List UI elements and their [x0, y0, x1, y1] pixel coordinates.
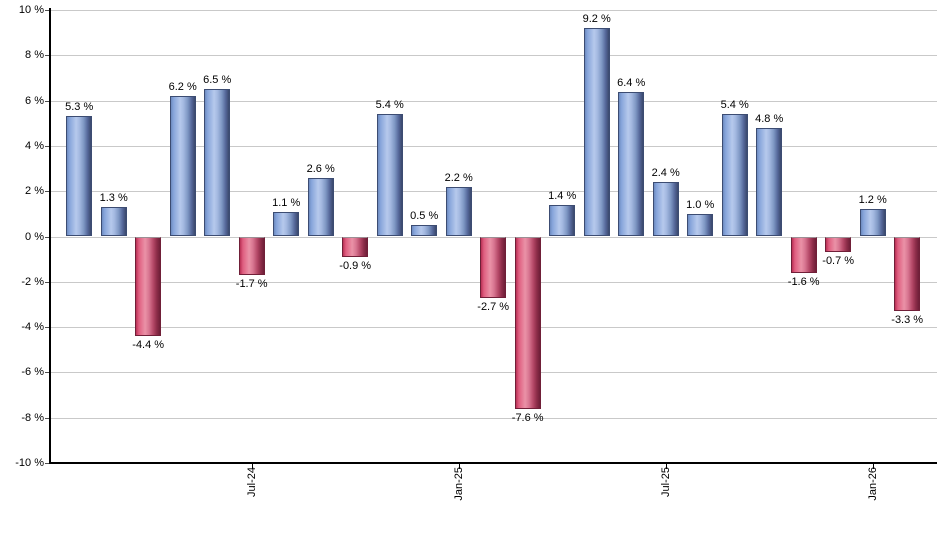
y-axis-tick	[45, 463, 50, 464]
bar-value-label: -1.7 %	[235, 278, 268, 290]
bar-Aug-24	[273, 211, 300, 237]
x-axis-line	[49, 462, 937, 464]
bar-Dec-25	[825, 236, 852, 253]
gridline	[50, 145, 937, 147]
bar-value-label: 6.4 %	[617, 76, 646, 89]
bar-Jan-25	[445, 186, 472, 237]
x-axis-tick-label: Jul-24	[245, 467, 258, 497]
bar-value-label: -7.6 %	[511, 411, 544, 424]
y-axis-label: 8 %	[25, 49, 44, 62]
bar-Jun-24	[204, 89, 231, 237]
bar-Mar-24	[100, 207, 127, 237]
bar-value-label: 1.2 %	[858, 194, 887, 207]
y-axis-tick	[45, 327, 50, 329]
bar-Jul-24	[238, 236, 265, 275]
gridline	[50, 327, 937, 329]
gridline	[50, 417, 937, 419]
bar-Nov-24	[376, 114, 403, 237]
bar-value-label: 1.4 %	[548, 189, 577, 202]
bar-value-label: 4.8 %	[755, 112, 784, 125]
bar-May-25	[583, 28, 610, 237]
bar-Aug-25	[687, 213, 714, 237]
bar-Sep-25	[721, 114, 748, 237]
bar-Dec-24	[411, 225, 438, 237]
bar-Jan-26	[859, 209, 886, 237]
bar-value-label: 0.5 %	[410, 210, 439, 223]
gridline	[50, 55, 937, 57]
bar-value-label: 6.2 %	[168, 81, 197, 94]
x-axis-tick	[251, 463, 253, 469]
y-axis-label: 6 %	[25, 94, 44, 107]
bar-value-label: 5.4 %	[375, 99, 404, 112]
y-axis-tick	[45, 100, 50, 102]
x-axis-tick	[872, 463, 874, 469]
y-axis-tick	[45, 281, 50, 283]
y-axis-label: 2 %	[25, 185, 44, 198]
gridline	[50, 372, 937, 374]
bar-Feb-25	[480, 236, 507, 298]
bar-Jul-25	[652, 182, 679, 237]
bar-May-24	[169, 96, 196, 237]
gridline	[50, 10, 937, 11]
bar-Feb-26	[894, 236, 921, 312]
y-axis-tick	[45, 55, 50, 57]
bar-value-label: 1.0 %	[686, 198, 715, 211]
x-axis-tick	[665, 463, 667, 469]
bar-value-label: 2.6 %	[306, 162, 335, 175]
y-axis-label: -2 %	[21, 275, 44, 288]
y-axis-tick	[45, 417, 50, 419]
y-axis-tick	[45, 372, 50, 374]
bar-value-label: -0.7 %	[822, 255, 855, 268]
y-axis-line	[49, 8, 51, 464]
x-axis-tick-label: Jan-26	[866, 467, 879, 501]
y-axis-label: -10 %	[15, 457, 44, 469]
bar-value-label: -4.4 %	[132, 339, 165, 352]
y-axis-label: 10 %	[18, 4, 44, 16]
gridline	[50, 100, 937, 102]
bar-Feb-24	[66, 116, 93, 237]
bar-Jun-25	[618, 91, 645, 237]
y-axis-label: -8 %	[21, 411, 44, 424]
bar-Nov-25	[790, 236, 817, 273]
bar-Apr-25	[549, 204, 576, 237]
bar-value-label: 1.1 %	[272, 196, 301, 209]
y-axis-tick	[45, 191, 50, 193]
bar-Mar-25	[514, 236, 541, 409]
y-axis-label: 4 %	[25, 139, 44, 152]
bar-value-label: 5.3 %	[65, 101, 94, 114]
bar-value-label: -1.6 %	[787, 275, 820, 288]
bar-value-label: -0.9 %	[339, 259, 372, 272]
bar-Oct-25	[756, 127, 783, 237]
gridline	[50, 191, 937, 193]
bar-value-label: 9.2 %	[582, 13, 611, 26]
bar-value-label: 6.5 %	[203, 74, 232, 87]
y-axis-label: -4 %	[21, 321, 44, 334]
bar-value-label: -2.7 %	[477, 300, 510, 313]
x-axis-tick	[458, 463, 460, 469]
bar-value-label: 2.4 %	[651, 167, 680, 180]
bar-value-label: 2.2 %	[444, 171, 473, 184]
x-axis-tick-label: Jan-25	[452, 467, 465, 501]
y-axis-tick	[45, 10, 50, 11]
bar-Apr-24	[135, 236, 162, 337]
y-axis-label: 0 %	[25, 230, 44, 243]
bar-Sep-24	[307, 177, 334, 237]
y-axis-label: -6 %	[21, 366, 44, 379]
x-axis-tick-label: Jul-25	[659, 467, 672, 497]
bar-value-label: 5.4 %	[720, 99, 749, 112]
bar-value-label: 1.3 %	[99, 192, 128, 205]
bar-Oct-24	[342, 236, 369, 257]
y-axis-tick	[45, 236, 50, 238]
y-axis-tick	[45, 145, 50, 147]
bar-value-label: -3.3 %	[891, 314, 924, 327]
